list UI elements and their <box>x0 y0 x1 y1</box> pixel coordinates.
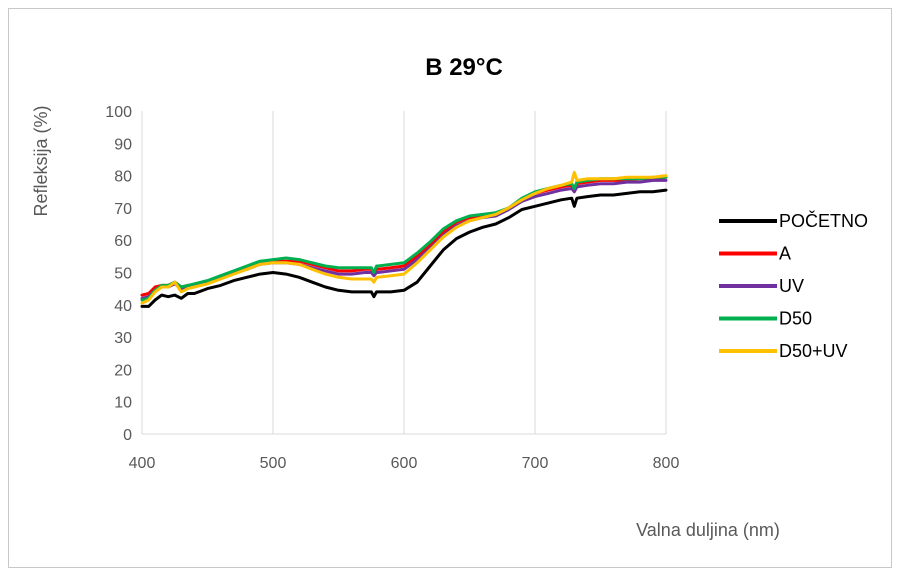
gridlines <box>141 111 667 435</box>
legend-item: POČETNO <box>719 210 868 231</box>
x-axis-title: Valna duljina (nm) <box>636 520 780 540</box>
legend: POČETNO A UV D50 D50+UV <box>719 210 868 361</box>
tick-labels: 0 10 20 30 40 50 60 70 80 90 100 400 500 600 700 800 <box>105 104 679 472</box>
y-tick-label: 50 <box>114 266 132 283</box>
x-tick-label: 600 <box>391 455 418 472</box>
legend-label: POČETNO <box>779 210 868 231</box>
x-tick-label: 800 <box>653 455 680 472</box>
y-tick-label: 30 <box>114 330 132 347</box>
series-line <box>140 170 668 305</box>
series-line <box>140 175 668 302</box>
y-tick-label: 10 <box>114 395 132 412</box>
legend-item: A <box>719 244 791 264</box>
legend-label: D50 <box>779 309 812 329</box>
legend-label: UV <box>779 276 804 296</box>
y-tick-label: 70 <box>114 201 132 218</box>
x-tick-label: 500 <box>260 455 287 472</box>
chart-area: B 29°C Refleksija (%) Valna duljina (nm)… <box>8 8 892 568</box>
y-tick-label: 20 <box>114 362 132 379</box>
y-tick-label: 90 <box>114 136 132 153</box>
series-line <box>140 188 668 308</box>
series-line <box>140 178 668 300</box>
legend-label: A <box>779 244 791 264</box>
y-tick-label: 100 <box>105 104 132 121</box>
legend-item: D50+UV <box>719 341 848 361</box>
y-tick-label: 0 <box>123 427 132 444</box>
x-tick-label: 400 <box>129 455 156 472</box>
y-axis-title: Refleksija (%) <box>31 105 51 216</box>
legend-label: D50+UV <box>779 341 848 361</box>
chart-title: B 29°C <box>425 54 503 81</box>
legend-item: UV <box>719 276 804 296</box>
y-tick-label: 40 <box>114 298 132 315</box>
legend-item: D50 <box>719 309 812 329</box>
series-lines <box>140 170 668 308</box>
line-chart: B 29°C Refleksija (%) Valna duljina (nm)… <box>31 54 868 540</box>
x-tick-label: 700 <box>522 455 549 472</box>
y-tick-label: 80 <box>114 169 132 186</box>
y-tick-label: 60 <box>114 233 132 250</box>
